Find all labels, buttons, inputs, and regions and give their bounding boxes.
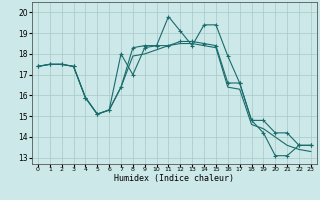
X-axis label: Humidex (Indice chaleur): Humidex (Indice chaleur) <box>115 174 234 183</box>
